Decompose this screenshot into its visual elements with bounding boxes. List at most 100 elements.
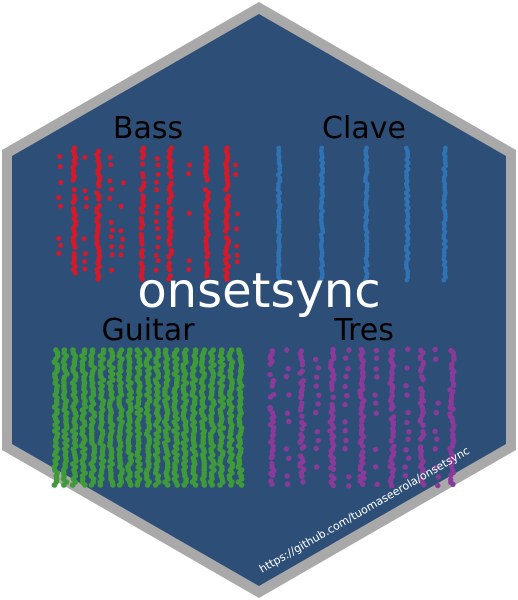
bass-onset-dot xyxy=(139,241,144,246)
bass-onset-dot xyxy=(223,229,228,234)
tres-onset-dot xyxy=(270,383,275,388)
bass-onset-dot xyxy=(154,253,159,258)
bass-onset-dot xyxy=(109,234,114,239)
clave-label: Clave xyxy=(322,111,406,146)
tres-onset-dot xyxy=(343,419,348,424)
bass-onset-dot xyxy=(109,187,114,192)
bass-onset-dot xyxy=(140,161,145,166)
bass-onset-dot xyxy=(187,211,192,216)
tres-onset-dot xyxy=(343,355,348,360)
tres-onset-dot xyxy=(284,374,289,379)
tres-onset-dot xyxy=(404,420,409,425)
tres-onset-dot xyxy=(313,357,318,362)
bass-onset-dot xyxy=(140,209,145,214)
tres-onset-dot xyxy=(269,481,274,486)
tres-onset-dot xyxy=(418,436,423,441)
tres-onset-dot xyxy=(390,469,395,474)
tres-onset-dot xyxy=(405,347,410,352)
tres-onset-dot xyxy=(270,433,275,438)
bass-onset-dot xyxy=(155,156,160,161)
bass-onset-dot xyxy=(108,155,113,160)
tres-onset-dot xyxy=(373,464,378,469)
tres-onset-dot xyxy=(300,445,305,450)
bass-onset-dot xyxy=(119,204,124,209)
bass-onset-dot xyxy=(82,236,87,241)
tres-onset-dot xyxy=(300,479,305,484)
tres-onset-dot xyxy=(299,426,304,431)
bass-onset-dot xyxy=(141,174,146,179)
tres-onset-dot xyxy=(374,366,379,371)
tres-onset-dot xyxy=(331,467,336,472)
bass-onset-dot xyxy=(109,220,114,225)
guitar-onset-dot xyxy=(165,482,171,488)
tres-onset-dot xyxy=(435,400,440,405)
bass-onset-dot xyxy=(233,163,238,168)
bass-onset-dot xyxy=(140,254,145,259)
tres-onset-dot xyxy=(418,368,423,373)
guitar-onset-dot xyxy=(202,482,208,488)
bass-onset-dot xyxy=(154,210,159,215)
tres-onset-dot xyxy=(343,374,348,379)
tres-onset-dot xyxy=(389,438,394,443)
bass-onset-dot xyxy=(84,204,89,209)
tres-onset-dot xyxy=(405,437,410,442)
bass-onset-dot xyxy=(223,187,228,192)
bass-onset-dot xyxy=(140,155,145,160)
bass-onset-dot xyxy=(233,172,238,177)
guitar-onset-dot xyxy=(182,482,188,488)
bass-onset-dot xyxy=(119,253,124,258)
bass-onset-dot xyxy=(109,244,114,249)
package-name: onsetsync xyxy=(137,263,380,319)
tres-onset-dot xyxy=(433,446,438,451)
tres-onset-dot xyxy=(269,455,274,460)
bass-onset-dot xyxy=(121,180,126,185)
tres-onset-dot xyxy=(343,428,348,433)
bass-onset-dot xyxy=(56,195,61,200)
tres-onset-dot xyxy=(286,366,291,371)
tres-onset-dot xyxy=(374,348,379,353)
tres-onset-dot xyxy=(331,483,336,488)
tres-onset-dot xyxy=(404,392,409,397)
bass-onset-dot xyxy=(107,196,112,201)
tres-onset-dot xyxy=(342,446,347,451)
bass-onset-dot xyxy=(109,268,114,273)
bass-onset-dot xyxy=(118,228,123,233)
tres-onset-dot xyxy=(451,357,456,362)
tres-onset-dot xyxy=(285,473,290,478)
bass-onset-dot xyxy=(120,237,125,242)
tres-onset-dot xyxy=(298,395,303,400)
bass-onset-dot xyxy=(234,244,239,249)
bass-onset-dot xyxy=(154,219,159,224)
guitar-onset-dot xyxy=(128,482,134,488)
bass-onset-dot xyxy=(82,267,87,272)
tres-onset-dot xyxy=(389,407,394,412)
guitar-onset-dot xyxy=(193,482,199,488)
tres-onset-dot xyxy=(331,395,336,400)
tres-onset-dot xyxy=(374,374,379,379)
tres-onset-dot xyxy=(300,362,305,367)
bass-onset-dot xyxy=(56,251,61,256)
tres-onset-dot xyxy=(342,384,347,389)
guitar-onset-dot xyxy=(61,482,67,488)
tres-onset-dot xyxy=(316,365,321,370)
guitar-onset-dot xyxy=(209,482,215,488)
tres-onset-dot xyxy=(314,464,319,469)
bass-onset-dot xyxy=(235,253,240,258)
guitar-onset-dot xyxy=(228,482,234,488)
guitar-onset-dot xyxy=(82,482,88,488)
tres-onset-dot xyxy=(450,482,455,487)
bass-onset-dot xyxy=(95,277,100,282)
bass-onset-dot xyxy=(138,225,143,230)
bass-onset-dot xyxy=(110,252,115,257)
bass-onset-dot xyxy=(84,196,89,201)
guitar-onset-dot xyxy=(145,482,151,488)
bass-onset-dot xyxy=(155,163,160,168)
bass-onset-dot xyxy=(58,164,63,169)
bass-onset-dot xyxy=(71,200,76,205)
guitar-onset-dot xyxy=(217,482,223,488)
tres-onset-dot xyxy=(268,361,273,366)
bass-onset-dot xyxy=(204,254,209,259)
tres-onset-dot xyxy=(284,347,289,352)
bass-onset-dot xyxy=(166,254,171,259)
